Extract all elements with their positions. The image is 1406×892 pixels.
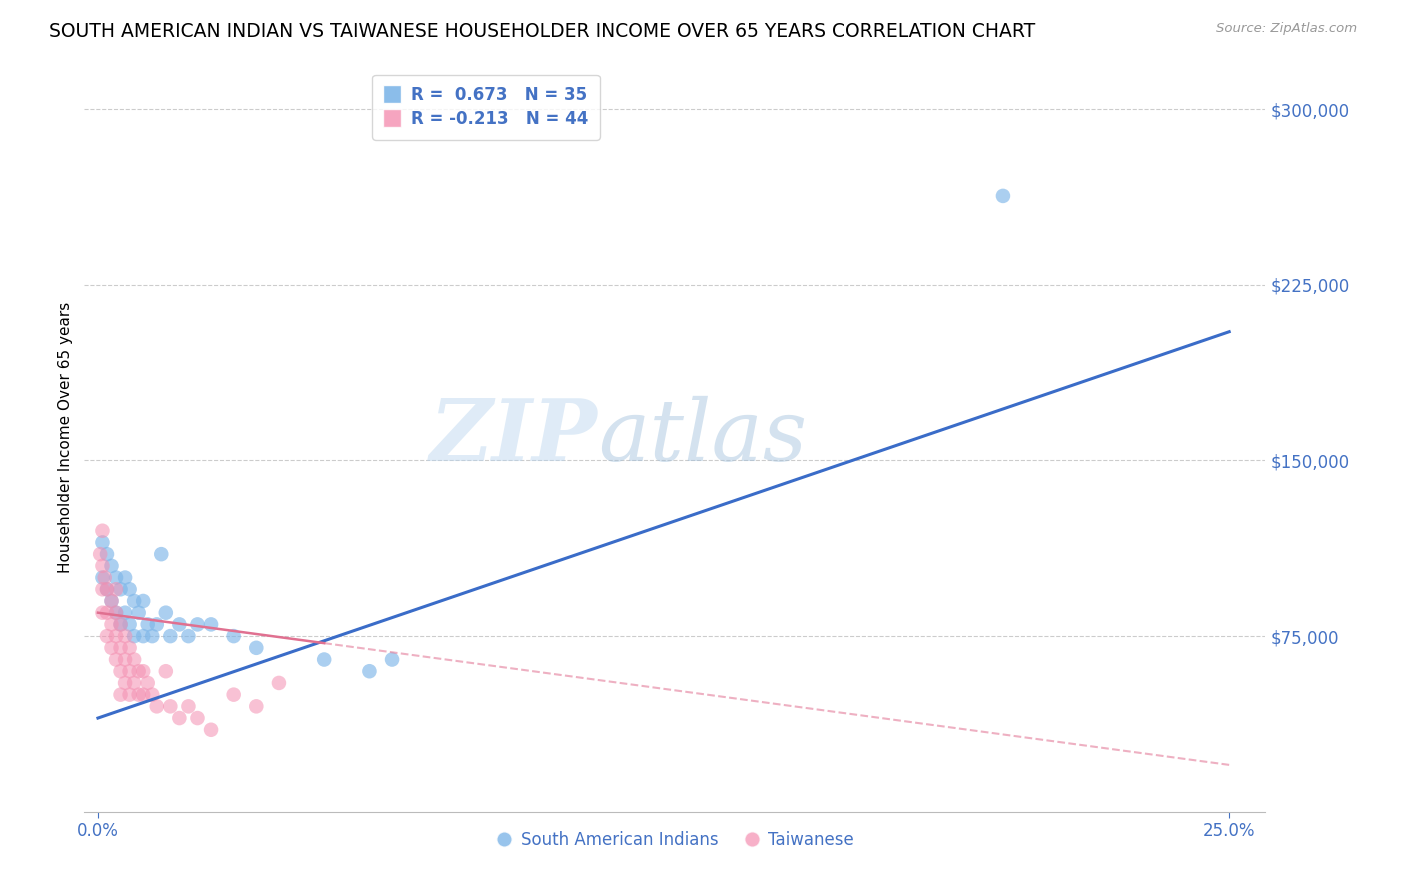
Point	[96, 582, 118, 597]
Point	[96, 547, 118, 561]
Point	[177, 629, 200, 643]
Point	[91, 535, 114, 549]
Point	[122, 594, 145, 608]
Point	[186, 711, 208, 725]
Point	[155, 606, 177, 620]
Point	[114, 629, 136, 643]
Point	[267, 676, 290, 690]
Point	[128, 688, 150, 702]
Text: ZIP: ZIP	[430, 395, 598, 479]
Point	[91, 582, 114, 597]
Point	[114, 652, 136, 666]
Point	[991, 189, 1014, 203]
Point	[141, 688, 163, 702]
Point	[110, 617, 132, 632]
Point	[359, 664, 381, 679]
Point	[105, 629, 128, 643]
Point	[136, 676, 159, 690]
Point	[96, 606, 118, 620]
Point	[145, 617, 167, 632]
Point	[186, 617, 208, 632]
Point	[110, 664, 132, 679]
Point	[136, 617, 159, 632]
Point	[100, 594, 122, 608]
Point	[222, 688, 245, 702]
Point	[110, 688, 132, 702]
Point	[169, 711, 191, 725]
Point	[118, 617, 141, 632]
Legend: South American Indians, Taiwanese: South American Indians, Taiwanese	[489, 824, 860, 855]
Point	[91, 571, 114, 585]
Point	[118, 640, 141, 655]
Point	[91, 524, 114, 538]
Point	[100, 640, 122, 655]
Point	[96, 629, 118, 643]
Point	[145, 699, 167, 714]
Point	[118, 664, 141, 679]
Point	[141, 629, 163, 643]
Point	[314, 652, 336, 666]
Point	[155, 664, 177, 679]
Point	[222, 629, 245, 643]
Point	[122, 676, 145, 690]
Point	[105, 582, 128, 597]
Point	[114, 606, 136, 620]
Point	[128, 606, 150, 620]
Point	[105, 571, 128, 585]
Text: Source: ZipAtlas.com: Source: ZipAtlas.com	[1216, 22, 1357, 36]
Point	[381, 652, 404, 666]
Point	[132, 688, 155, 702]
Point	[100, 558, 122, 573]
Point	[245, 640, 267, 655]
Point	[96, 582, 118, 597]
Point	[93, 571, 115, 585]
Point	[91, 558, 114, 573]
Y-axis label: Householder Income Over 65 years: Householder Income Over 65 years	[58, 301, 73, 573]
Point	[200, 723, 222, 737]
Point	[122, 652, 145, 666]
Point	[132, 664, 155, 679]
Point	[100, 617, 122, 632]
Point	[118, 582, 141, 597]
Point	[105, 606, 128, 620]
Point	[122, 629, 145, 643]
Point	[132, 629, 155, 643]
Text: SOUTH AMERICAN INDIAN VS TAIWANESE HOUSEHOLDER INCOME OVER 65 YEARS CORRELATION : SOUTH AMERICAN INDIAN VS TAIWANESE HOUSE…	[49, 22, 1035, 41]
Point	[245, 699, 267, 714]
Point	[114, 571, 136, 585]
Point	[89, 547, 111, 561]
Point	[159, 699, 181, 714]
Point	[110, 640, 132, 655]
Text: atlas: atlas	[598, 396, 807, 478]
Point	[114, 676, 136, 690]
Point	[100, 594, 122, 608]
Point	[128, 664, 150, 679]
Point	[177, 699, 200, 714]
Point	[150, 547, 173, 561]
Point	[159, 629, 181, 643]
Point	[91, 606, 114, 620]
Point	[105, 652, 128, 666]
Point	[118, 688, 141, 702]
Point	[169, 617, 191, 632]
Point	[110, 582, 132, 597]
Point	[200, 617, 222, 632]
Point	[132, 594, 155, 608]
Point	[110, 617, 132, 632]
Point	[105, 606, 128, 620]
